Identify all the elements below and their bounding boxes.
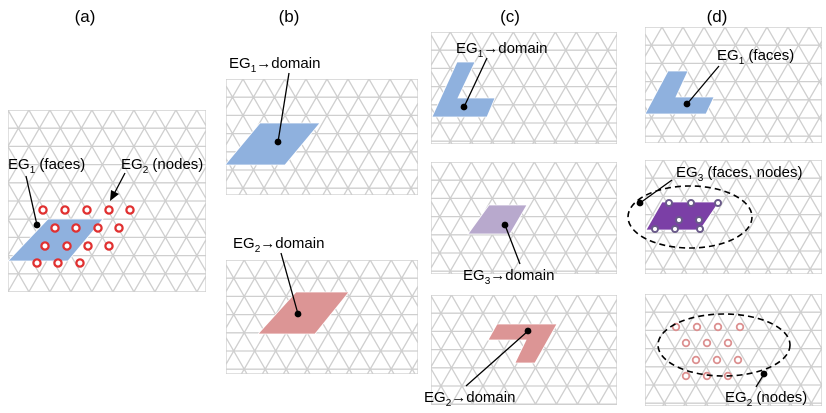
eg2-node-a (50, 223, 60, 233)
arrow-a-eg2-line (113, 172, 126, 195)
leader-c-eg2-b-line (280, 252, 299, 315)
eg2-node-d (723, 338, 733, 348)
eg2-node-d (712, 355, 722, 365)
label-b-eg2-domain: EG2→domain (233, 235, 324, 255)
eg2-node-d (692, 322, 702, 332)
grid-panel-a-lines (8, 110, 206, 292)
eg3-node-d (696, 225, 704, 233)
label-c-eg1-domain: EG1→domain (456, 40, 547, 60)
eg1-domain-region-c (431, 61, 496, 118)
grid-panel-c-top (431, 32, 617, 144)
grid-panel-d-bottom-lines (645, 294, 822, 406)
eg2-node-a (71, 223, 81, 233)
eg2-node-a (104, 205, 114, 215)
label-d-eg2-nodes: EG2 (nodes) (725, 389, 807, 409)
label-b-eg1-domain: EG1→domain (229, 55, 320, 75)
column-label-c: (c) (500, 7, 520, 26)
leader-c-eg2-dot (524, 327, 532, 335)
grid-panel-c-bottom (431, 295, 617, 405)
grid-panel-c-bottom-lines (431, 295, 617, 405)
eg2-node-d (733, 355, 743, 365)
eg2-domain-region-b (257, 291, 350, 335)
eg2-selection-ellipse (657, 313, 791, 377)
eg2-node-d (681, 371, 691, 381)
leader-d-eg1-dot (683, 100, 691, 108)
leader-d-eg3-line (639, 179, 673, 204)
eg2-node-a (114, 223, 124, 233)
grid-panel-b-top-lines (226, 79, 418, 195)
eg1-domain-region-b (224, 122, 321, 166)
label-d-eg1-faces: EG1 (faces) (717, 47, 794, 67)
eg2-node-a (60, 205, 70, 215)
column-label-b: (b) (279, 7, 300, 26)
eg3-node-d (675, 216, 683, 224)
eg2-node-a (93, 223, 103, 233)
eg2-node-d (702, 338, 712, 348)
grid-panel-a (8, 110, 206, 292)
eg3-node-d (714, 199, 722, 207)
eg3-node-d (671, 225, 679, 233)
leader-c-eg1-dot (460, 103, 468, 111)
eg2-node-a (32, 258, 42, 268)
eg3-node-d (651, 225, 659, 233)
leader-a-eg1-dot (33, 221, 41, 229)
arrow-a-eg2-head (110, 190, 119, 201)
eg2-node-d (735, 322, 745, 332)
label-c-eg2-domain: EG2→domain (424, 389, 515, 409)
leader-d-eg3-dot (636, 199, 644, 207)
eg2-node-a (75, 258, 85, 268)
eg3-domain-region-c (467, 204, 528, 235)
leader-c-eg2-line (465, 330, 529, 387)
leader-c-eg3-line (504, 224, 521, 265)
eg3-node-d (665, 199, 673, 207)
eg1-faces-region-d (644, 70, 715, 115)
label-a-eg1-faces: EG1 (faces) (8, 156, 85, 176)
eg2-node-a (62, 241, 72, 251)
eg2-node-a (38, 205, 48, 215)
leader-d-eg1-line (686, 65, 720, 105)
label-c-eg3-domain: EG3→domain (463, 267, 554, 287)
leader-c-eg2-b-dot (294, 310, 302, 318)
leader-a-eg1-line (25, 175, 38, 226)
eg2-node-d (713, 322, 723, 332)
label-a-eg2-nodes: EG2 (nodes) (121, 156, 203, 176)
eg3-selection-ellipse (627, 185, 753, 249)
label-d-eg3-faces-nodes: EG3 (faces, nodes) (676, 164, 802, 184)
eg2-node-a (83, 241, 93, 251)
eg2-node-d (691, 355, 701, 365)
leader-d-eg2-dot (760, 370, 768, 378)
leader-b-eg1-dot (274, 138, 282, 146)
leader-c-eg1-line (463, 57, 488, 108)
leader-c-eg3-dot (501, 221, 509, 229)
eg2-node-d (681, 338, 691, 348)
eg2-domain-region-c (487, 323, 558, 364)
leader-b-eg1-line (277, 72, 290, 143)
eg3-node-d (687, 199, 695, 207)
grid-panel-c-top-lines (431, 32, 617, 144)
grid-panel-b-top (226, 79, 418, 195)
column-label-d: (d) (707, 7, 728, 26)
eg2-node-a (82, 205, 92, 215)
column-label-a: (a) (75, 7, 96, 26)
eg2-node-a (53, 258, 63, 268)
eg2-node-a (125, 205, 135, 215)
eg2-node-a (104, 241, 114, 251)
grid-panel-d-bottom (645, 294, 822, 406)
eg2-node-a (40, 241, 50, 251)
eg3-node-d (695, 216, 703, 224)
